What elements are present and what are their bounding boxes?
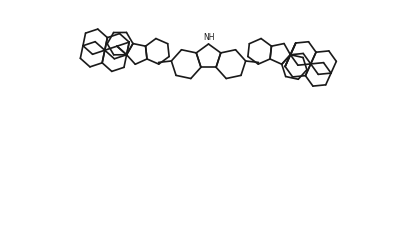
Text: NH: NH xyxy=(203,33,214,42)
